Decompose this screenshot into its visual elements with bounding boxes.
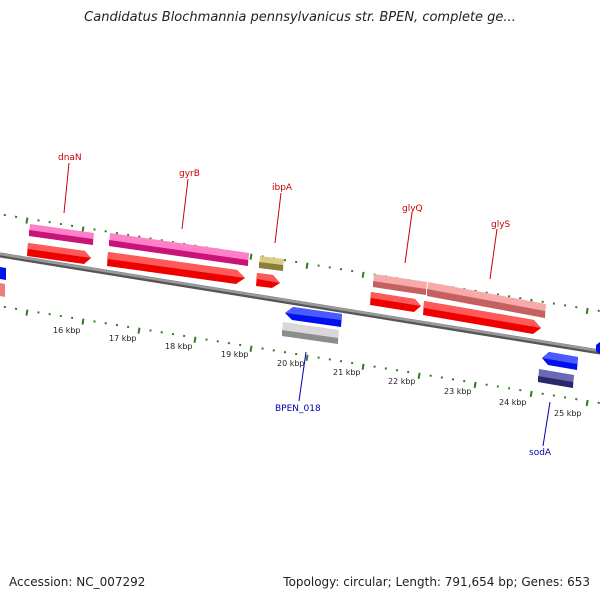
gene-glyQ-arrow[interactable] xyxy=(370,292,421,312)
major-tick xyxy=(137,327,141,334)
major-tick xyxy=(529,390,533,398)
gene-label-ibpA[interactable]: ibpA xyxy=(272,183,293,193)
gene-BPEN_018-arrow[interactable] xyxy=(285,307,342,327)
major-tick xyxy=(305,354,309,361)
gene-gyrB-arrow[interactable] xyxy=(107,252,245,284)
tick-label: 16 kbp xyxy=(53,326,81,335)
major-tick xyxy=(473,381,477,389)
major-tick xyxy=(249,345,253,352)
gene-label-sodA[interactable]: sodA xyxy=(529,448,552,458)
gene-glyQ-cds[interactable] xyxy=(373,274,427,295)
gene-ibpA-arrow[interactable] xyxy=(256,273,280,288)
gene-gyrB-cds[interactable] xyxy=(109,233,249,266)
tick-label: 24 kbp xyxy=(499,398,527,407)
gene-dnaN-arrow[interactable] xyxy=(27,243,91,264)
major-tick xyxy=(361,363,365,370)
major-tick xyxy=(249,253,253,260)
major-tick xyxy=(585,399,589,407)
tick-marks-bottom xyxy=(3,305,600,407)
gene-sodA-arrow[interactable] xyxy=(542,352,578,370)
major-tick xyxy=(417,372,421,379)
leader-line-glyQ xyxy=(404,212,413,264)
gene-BPEN_018-cds[interactable] xyxy=(282,322,339,344)
major-tick xyxy=(361,271,365,278)
major-tick xyxy=(25,309,29,316)
gene-glyS-arrow[interactable] xyxy=(423,301,541,334)
gene-left-edge-salmon xyxy=(0,283,5,297)
major-tick xyxy=(585,307,589,315)
accession-text: Accession: NC_007292 xyxy=(9,575,146,589)
leader-line-BPEN_018 xyxy=(298,351,307,402)
topology-text: Topology: circular; Length: 791,654 bp; … xyxy=(283,575,590,589)
leader-line-ibpA xyxy=(274,192,282,244)
tick-label: 20 kbp xyxy=(277,359,305,368)
gene-label-gyrB[interactable]: gyrB xyxy=(179,169,200,179)
gene-dnaN-cds[interactable] xyxy=(29,224,94,245)
gene-label-glyS[interactable]: glyS xyxy=(491,220,511,230)
tick-label: 19 kbp xyxy=(221,350,249,359)
page-title: Candidatus Blochmannia pennsylvanicus st… xyxy=(84,10,516,25)
major-tick xyxy=(193,336,197,343)
tick-label: 23 kbp xyxy=(444,387,472,396)
leader-line-glyS xyxy=(489,228,498,280)
major-tick xyxy=(25,217,29,224)
leader-line-dnaN xyxy=(63,162,70,214)
gene-sodA-cds[interactable] xyxy=(538,369,574,388)
gene-right-edge-blue xyxy=(596,342,600,354)
gene-label-dnaN[interactable]: dnaN xyxy=(58,153,82,163)
tick-label: 21 kbp xyxy=(333,368,361,377)
tick-label: 25 kbp xyxy=(554,409,582,418)
backbone-line xyxy=(0,252,600,353)
gene-label-glyQ[interactable]: glyQ xyxy=(402,204,423,214)
gene-label-BPEN_018[interactable]: BPEN_018 xyxy=(275,404,321,414)
gene-left-edge-blue xyxy=(0,267,6,280)
tick-label: 17 kbp xyxy=(109,334,137,343)
major-tick xyxy=(305,262,309,269)
leader-line-sodA xyxy=(542,401,551,447)
gene-glyS-cds[interactable] xyxy=(427,282,546,318)
leader-line-gyrB xyxy=(181,178,189,230)
tick-label: 18 kbp xyxy=(165,342,193,351)
tick-label: 22 kbp xyxy=(388,377,416,386)
gene-ibpA-cds[interactable] xyxy=(259,256,284,271)
major-tick xyxy=(81,318,85,325)
